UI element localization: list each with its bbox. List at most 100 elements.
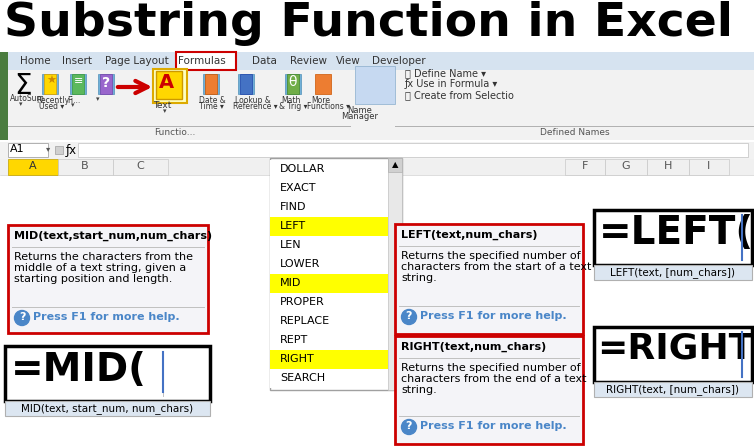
Bar bbox=[647, 159, 689, 175]
Bar bbox=[44, 74, 56, 94]
Text: Time ▾: Time ▾ bbox=[199, 102, 224, 111]
Bar bbox=[78, 143, 748, 157]
Bar bbox=[72, 74, 84, 94]
Text: Press F1 for more help.: Press F1 for more help. bbox=[33, 312, 179, 322]
Bar bbox=[8, 143, 48, 157]
Text: DOLLAR: DOLLAR bbox=[280, 164, 326, 174]
Text: RIGHT(text, [num_chars]): RIGHT(text, [num_chars]) bbox=[606, 384, 740, 395]
Text: Manager: Manager bbox=[342, 112, 379, 121]
Text: REPLACE: REPLACE bbox=[280, 316, 330, 326]
Text: ▾: ▾ bbox=[19, 101, 23, 107]
Text: ▾: ▾ bbox=[164, 108, 167, 114]
Text: C: C bbox=[136, 161, 144, 171]
Bar bbox=[8, 225, 208, 333]
Bar bbox=[285, 74, 301, 94]
Text: middle of a text string, given a: middle of a text string, given a bbox=[14, 263, 186, 273]
Text: ?: ? bbox=[19, 312, 25, 322]
Bar bbox=[270, 331, 388, 350]
Text: LEN: LEN bbox=[280, 240, 302, 250]
Text: Substring Function in Excel: Substring Function in Excel bbox=[4, 1, 733, 46]
Text: ▾: ▾ bbox=[96, 96, 100, 102]
Bar bbox=[240, 74, 252, 94]
Bar bbox=[565, 159, 605, 175]
Text: H: H bbox=[664, 161, 672, 171]
Text: Reference ▾: Reference ▾ bbox=[233, 102, 277, 111]
Bar bbox=[153, 69, 187, 103]
Bar bbox=[270, 198, 388, 217]
Bar bbox=[395, 336, 583, 444]
Text: & Trig ▾: & Trig ▾ bbox=[279, 102, 308, 111]
Text: REPT: REPT bbox=[280, 335, 308, 345]
Bar bbox=[238, 74, 254, 94]
Text: Name: Name bbox=[348, 106, 372, 115]
Bar bbox=[270, 255, 388, 274]
Text: ▾: ▾ bbox=[46, 144, 51, 153]
Bar bbox=[5, 401, 210, 416]
Text: ?: ? bbox=[406, 311, 412, 321]
Bar bbox=[594, 210, 752, 265]
Bar bbox=[395, 224, 583, 334]
Text: starting position and length.: starting position and length. bbox=[14, 274, 173, 284]
Bar bbox=[8, 159, 58, 175]
Bar bbox=[176, 52, 236, 70]
Text: =MID(: =MID( bbox=[11, 351, 147, 389]
Bar bbox=[8, 52, 754, 140]
Text: Returns the specified number of: Returns the specified number of bbox=[401, 251, 581, 261]
Text: Home: Home bbox=[20, 56, 51, 66]
Bar bbox=[0, 159, 754, 175]
Text: MID: MID bbox=[280, 278, 302, 288]
Text: string.: string. bbox=[401, 273, 437, 283]
Bar bbox=[55, 146, 63, 154]
Text: G: G bbox=[622, 161, 630, 171]
Bar bbox=[270, 236, 388, 255]
Bar bbox=[270, 312, 388, 331]
Text: View: View bbox=[336, 56, 360, 66]
Text: F: F bbox=[582, 161, 588, 171]
Bar bbox=[594, 327, 752, 382]
Text: Fi...: Fi... bbox=[67, 96, 80, 105]
Text: MID(text, start_num, num_chars): MID(text, start_num, num_chars) bbox=[21, 403, 193, 414]
Text: A: A bbox=[159, 73, 174, 92]
Text: Data: Data bbox=[252, 56, 277, 66]
Bar bbox=[388, 158, 402, 172]
Bar bbox=[270, 217, 388, 236]
Text: Developer: Developer bbox=[372, 56, 425, 66]
Bar bbox=[594, 265, 752, 280]
Text: Press F1 for more help.: Press F1 for more help. bbox=[420, 421, 566, 431]
Bar bbox=[270, 179, 388, 198]
Bar bbox=[287, 74, 299, 94]
Bar bbox=[270, 369, 388, 388]
Text: Page Layout: Page Layout bbox=[105, 56, 169, 66]
Text: Used ▾: Used ▾ bbox=[39, 102, 64, 111]
Text: ?: ? bbox=[102, 76, 110, 90]
Text: θ: θ bbox=[288, 75, 296, 89]
Bar bbox=[42, 74, 58, 94]
Text: =RIGHT(: =RIGHT( bbox=[597, 332, 754, 366]
Bar bbox=[605, 159, 647, 175]
Bar bbox=[5, 346, 210, 401]
Text: ★: ★ bbox=[46, 76, 56, 86]
Text: ▲: ▲ bbox=[392, 160, 398, 169]
Text: PROPER: PROPER bbox=[280, 297, 325, 307]
Text: LEFT(text,num_chars): LEFT(text,num_chars) bbox=[401, 230, 538, 240]
Bar bbox=[100, 74, 112, 94]
Text: AutoSum: AutoSum bbox=[10, 94, 45, 103]
Text: I: I bbox=[707, 161, 710, 171]
Bar bbox=[0, 52, 8, 140]
Text: Date &: Date & bbox=[199, 96, 225, 105]
Bar bbox=[270, 160, 388, 179]
Bar bbox=[270, 350, 388, 369]
Text: characters from the start of a text: characters from the start of a text bbox=[401, 262, 591, 272]
Bar bbox=[98, 74, 114, 94]
Text: Recently: Recently bbox=[36, 96, 69, 105]
Text: LOWER: LOWER bbox=[280, 259, 320, 269]
Text: string.: string. bbox=[401, 385, 437, 395]
Circle shape bbox=[401, 310, 416, 325]
Text: LEFT(text, [num_chars]): LEFT(text, [num_chars]) bbox=[611, 267, 735, 278]
Text: Insert: Insert bbox=[62, 56, 92, 66]
Bar bbox=[594, 382, 752, 397]
Bar bbox=[388, 158, 402, 390]
Text: FIND: FIND bbox=[280, 202, 306, 212]
Text: characters from the end of a text: characters from the end of a text bbox=[401, 374, 587, 384]
Text: Σ: Σ bbox=[14, 72, 32, 100]
